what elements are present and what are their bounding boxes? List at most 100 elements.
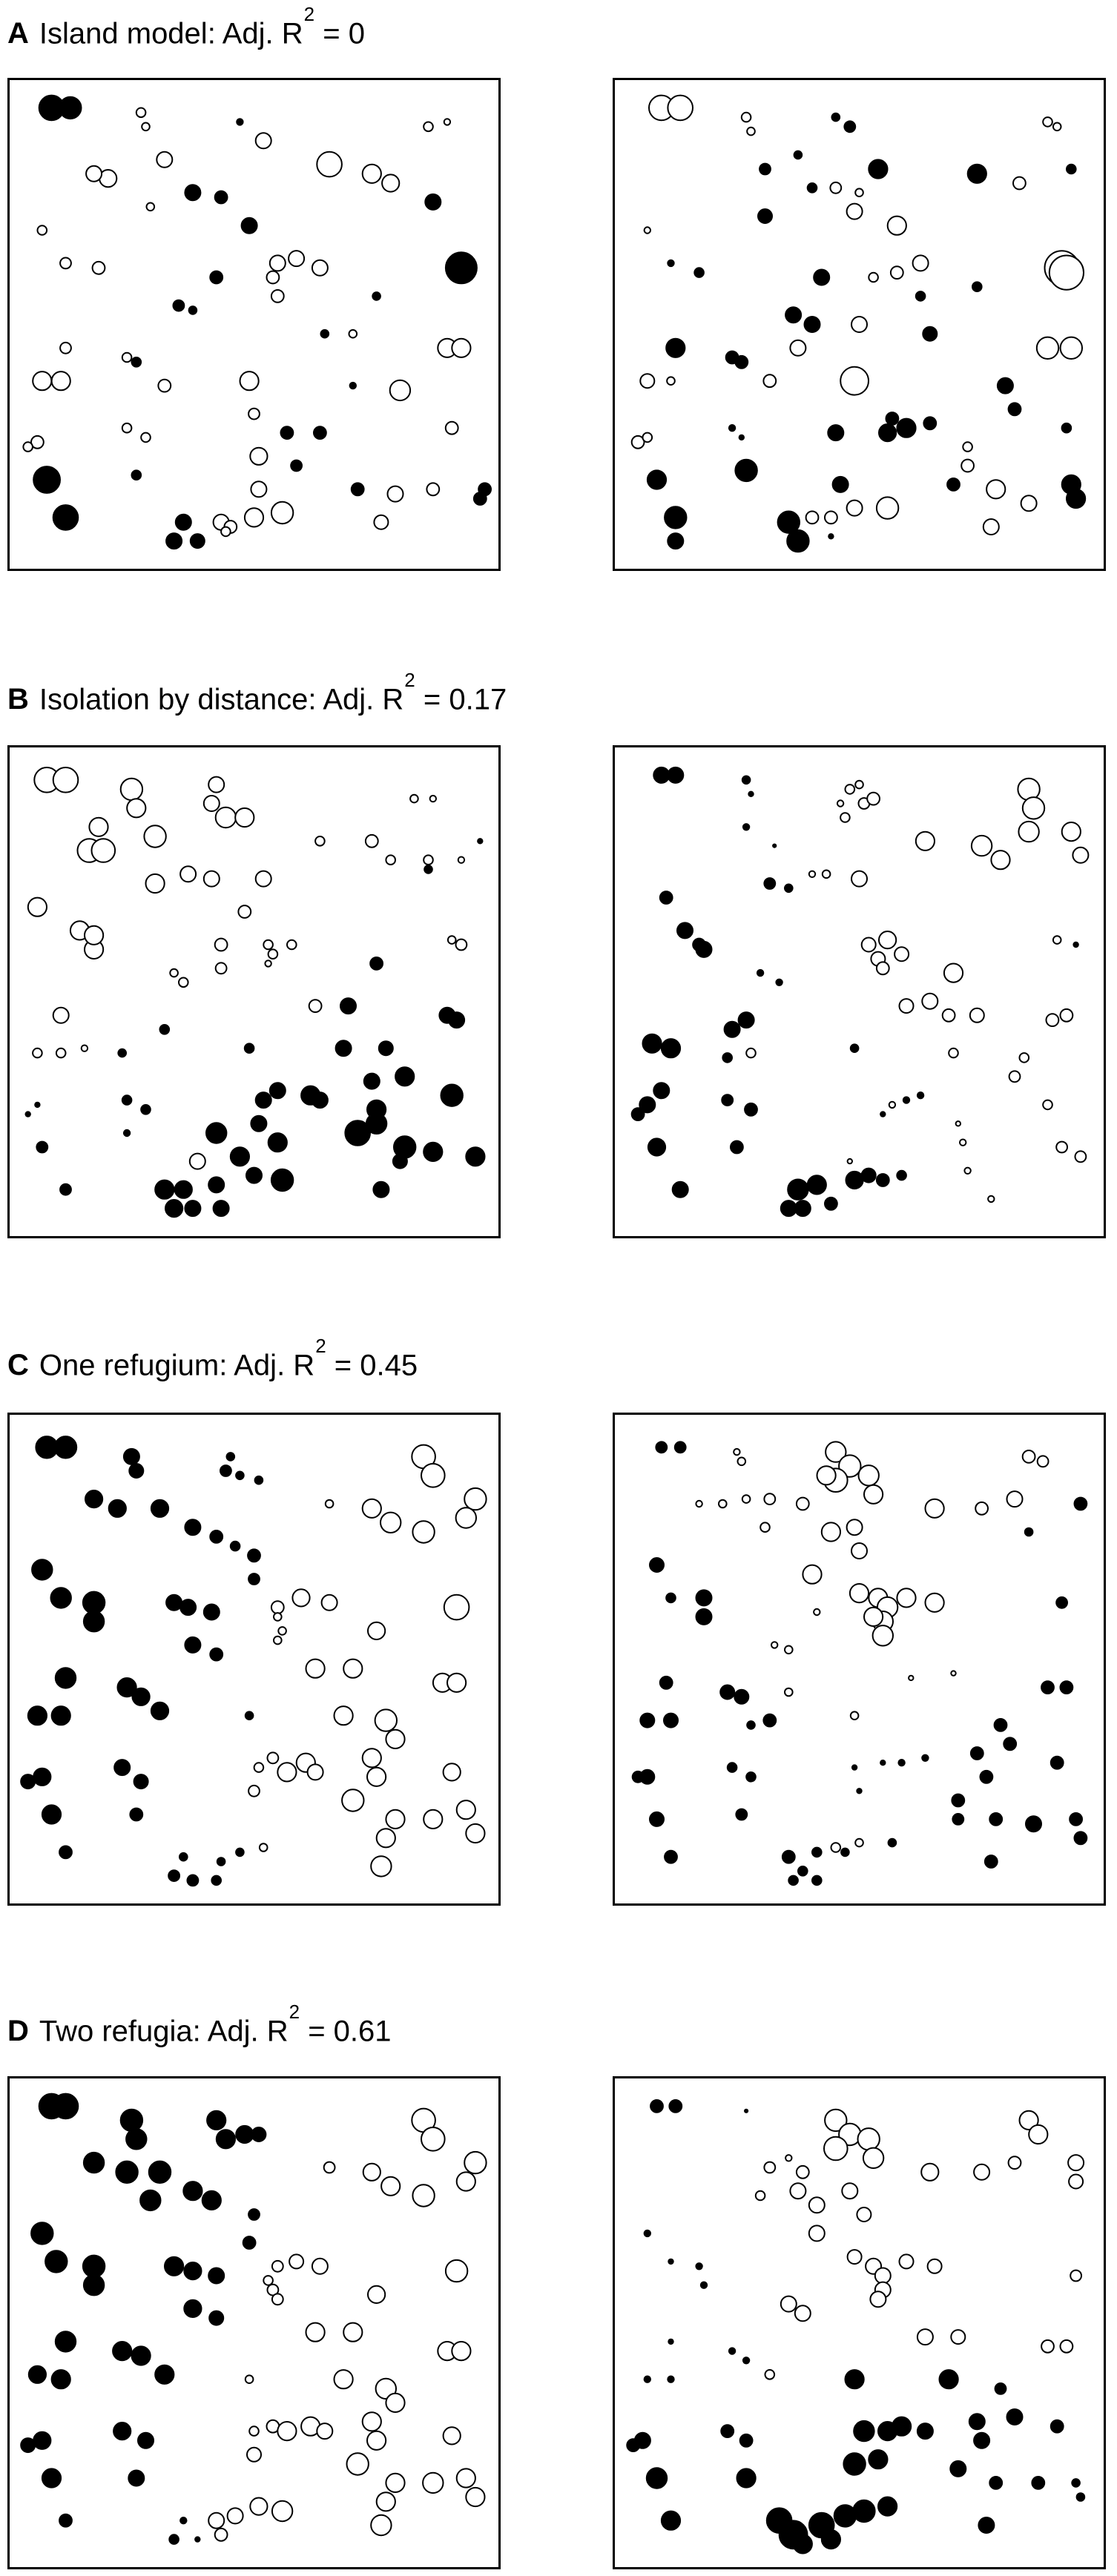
open-point	[1042, 1099, 1053, 1111]
filled-point	[885, 412, 900, 426]
open-point	[423, 1809, 444, 1830]
open-point	[1052, 122, 1062, 132]
open-point	[908, 1674, 915, 1682]
open-point	[886, 215, 907, 236]
filled-point	[349, 381, 357, 390]
filled-point	[860, 1167, 877, 1183]
open-point	[1006, 1490, 1024, 1508]
open-point	[921, 992, 939, 1010]
filled-point	[763, 877, 777, 890]
open-point	[254, 132, 272, 150]
filled-point	[82, 2274, 105, 2296]
filled-point	[128, 1463, 145, 1479]
filled-point	[139, 2189, 162, 2212]
open-point	[263, 939, 274, 951]
open-point	[271, 2293, 284, 2306]
filled-point	[121, 1094, 133, 1106]
open-point	[202, 870, 220, 888]
open-point	[311, 259, 329, 277]
open-point	[423, 854, 434, 865]
filled-point	[392, 1153, 408, 1169]
open-point	[1070, 2269, 1082, 2282]
filled-point	[756, 968, 765, 977]
open-point	[875, 496, 900, 520]
filled-point	[350, 482, 365, 497]
open-point	[970, 834, 993, 857]
open-point	[805, 510, 820, 525]
open-point	[1048, 254, 1085, 291]
open-point	[135, 107, 147, 119]
open-point	[987, 1195, 995, 1203]
filled-point	[875, 1173, 890, 1187]
panel-title-text: Island model: Adj. R2 = 0	[39, 0, 365, 59]
filled-point	[1073, 1831, 1088, 1846]
open-point	[246, 2446, 262, 2463]
filled-point	[650, 2099, 664, 2113]
open-point	[746, 126, 756, 136]
filled-point	[179, 2517, 188, 2525]
open-point	[955, 1120, 961, 1127]
open-point	[963, 1166, 972, 1175]
filled-point	[335, 1040, 352, 1057]
filled-point	[728, 2347, 737, 2355]
filled-point	[1007, 402, 1022, 417]
open-point	[375, 2491, 396, 2512]
open-point	[367, 1621, 386, 1640]
filled-point	[184, 1636, 202, 1654]
filled-point	[946, 478, 961, 492]
open-point	[188, 1152, 206, 1170]
filled-point	[742, 823, 751, 831]
filled-point	[212, 1200, 230, 1218]
open-point	[737, 1456, 747, 1467]
filled-point	[734, 1688, 750, 1705]
open-point	[1018, 820, 1040, 843]
filled-point	[194, 2536, 201, 2543]
filled-point	[949, 2460, 967, 2477]
filled-point	[247, 1548, 261, 1563]
open-point	[824, 510, 838, 525]
open-point	[789, 2182, 807, 2200]
plot-d-left	[7, 2076, 501, 2569]
open-point	[740, 111, 752, 123]
open-point	[447, 1672, 467, 1693]
filled-point	[734, 458, 758, 483]
filled-point	[645, 2467, 668, 2489]
filled-point	[33, 2431, 52, 2450]
open-point	[32, 1047, 43, 1059]
filled-point	[824, 1196, 838, 1211]
filled-point	[33, 1767, 52, 1786]
filled-point	[54, 1667, 77, 1689]
open-point	[237, 905, 252, 919]
filled-point	[668, 2258, 674, 2265]
open-point	[385, 1728, 406, 1749]
filled-point	[626, 2438, 641, 2453]
title-superscript: 2	[315, 1335, 326, 1357]
open-point	[860, 937, 877, 953]
open-point	[364, 833, 379, 848]
filled-point	[784, 883, 794, 894]
filled-point	[720, 2424, 735, 2439]
open-point	[915, 830, 935, 851]
filled-point	[27, 2365, 47, 2384]
open-point	[248, 2425, 260, 2437]
open-point	[824, 2108, 848, 2133]
open-point	[1018, 1052, 1030, 1063]
filled-point	[757, 208, 773, 224]
filled-point	[811, 1875, 823, 1886]
open-point	[202, 795, 220, 812]
open-point	[926, 2258, 943, 2274]
plot-b-right	[613, 745, 1106, 1238]
open-point	[802, 1564, 823, 1585]
open-point	[157, 378, 172, 393]
filled-point	[915, 291, 926, 302]
open-point	[961, 458, 975, 473]
open-point	[889, 265, 904, 280]
filled-point	[59, 96, 82, 120]
filled-point	[133, 1774, 149, 1790]
filled-point	[189, 533, 205, 549]
filled-point	[246, 1166, 263, 1184]
filled-point	[179, 1599, 197, 1616]
open-point	[121, 422, 133, 434]
open-point	[208, 2511, 225, 2529]
filled-point	[699, 2281, 708, 2289]
